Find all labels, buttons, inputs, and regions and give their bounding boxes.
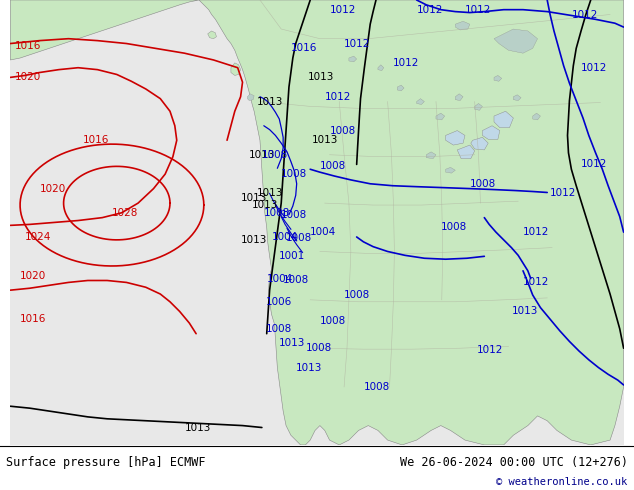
Polygon shape <box>199 0 624 445</box>
Text: 1013: 1013 <box>308 73 335 82</box>
Polygon shape <box>417 98 424 104</box>
Text: 1001: 1001 <box>280 251 306 261</box>
Text: 1008: 1008 <box>281 210 307 220</box>
Text: 1012: 1012 <box>550 189 576 198</box>
Polygon shape <box>494 29 538 53</box>
Text: Surface pressure [hPa] ECMWF: Surface pressure [hPa] ECMWF <box>6 456 206 468</box>
Text: 1012: 1012 <box>325 92 351 102</box>
Text: 1016: 1016 <box>83 135 109 145</box>
Text: 1012: 1012 <box>330 5 356 15</box>
Text: 1020: 1020 <box>39 184 66 194</box>
Text: 1012: 1012 <box>344 39 370 49</box>
Text: 1008: 1008 <box>262 150 288 160</box>
Text: 1013: 1013 <box>295 363 322 372</box>
Polygon shape <box>398 85 404 91</box>
Text: 1012: 1012 <box>571 9 598 20</box>
Text: 1013: 1013 <box>312 135 339 145</box>
Text: 1008: 1008 <box>344 290 370 300</box>
Text: 1008: 1008 <box>281 169 307 179</box>
Text: 1020: 1020 <box>20 270 46 281</box>
Polygon shape <box>378 65 384 71</box>
Text: 1008: 1008 <box>320 316 346 326</box>
Text: 1012: 1012 <box>581 63 607 73</box>
Text: 1008: 1008 <box>283 275 309 286</box>
Text: 1013: 1013 <box>249 150 276 160</box>
Polygon shape <box>494 75 501 81</box>
Polygon shape <box>475 103 482 110</box>
Text: 1028: 1028 <box>112 208 138 218</box>
Polygon shape <box>208 31 216 39</box>
Text: 1008: 1008 <box>441 222 467 232</box>
Text: 1012: 1012 <box>523 227 550 237</box>
Polygon shape <box>494 111 514 128</box>
Text: 1012: 1012 <box>477 345 503 355</box>
Polygon shape <box>514 95 521 100</box>
Text: 1024: 1024 <box>25 232 51 242</box>
Polygon shape <box>482 126 500 139</box>
Text: 1006: 1006 <box>266 297 292 307</box>
Text: 1004: 1004 <box>310 227 337 237</box>
Polygon shape <box>10 0 199 60</box>
Text: 1016: 1016 <box>20 314 46 324</box>
Polygon shape <box>471 137 488 150</box>
Text: 1012: 1012 <box>581 159 607 170</box>
Text: 1013: 1013 <box>240 235 267 245</box>
Text: 1008: 1008 <box>330 125 356 136</box>
Text: 1012: 1012 <box>523 277 550 288</box>
Text: 1016: 1016 <box>15 42 42 51</box>
Text: 1008: 1008 <box>264 208 290 218</box>
Text: 1012: 1012 <box>465 5 491 15</box>
Text: 1013: 1013 <box>240 193 267 203</box>
Text: 1012: 1012 <box>392 58 419 68</box>
Text: 1008: 1008 <box>286 233 313 243</box>
Polygon shape <box>231 63 240 75</box>
Text: 1013: 1013 <box>257 189 283 198</box>
Text: 1008: 1008 <box>470 179 496 189</box>
Text: 1008: 1008 <box>320 161 346 172</box>
Text: 1020: 1020 <box>15 73 41 82</box>
Polygon shape <box>349 56 357 62</box>
Text: 1008: 1008 <box>363 382 390 392</box>
Text: 1013: 1013 <box>257 97 283 106</box>
Polygon shape <box>426 152 436 159</box>
Text: 1013: 1013 <box>512 306 538 317</box>
Polygon shape <box>247 94 254 100</box>
Text: 1013: 1013 <box>184 422 211 433</box>
Polygon shape <box>533 113 540 120</box>
Text: 1013: 1013 <box>252 200 278 210</box>
Polygon shape <box>446 167 455 173</box>
Text: 1008: 1008 <box>306 343 332 353</box>
Polygon shape <box>457 145 475 159</box>
Text: 1008: 1008 <box>266 324 292 334</box>
Text: 1004: 1004 <box>271 232 298 242</box>
Text: 1012: 1012 <box>417 5 443 15</box>
Polygon shape <box>455 21 470 30</box>
Text: 1013: 1013 <box>280 339 306 348</box>
Text: 1016: 1016 <box>291 43 317 53</box>
Text: © weatheronline.co.uk: © weatheronline.co.uk <box>496 477 628 487</box>
Text: 1004: 1004 <box>267 273 293 284</box>
Polygon shape <box>446 130 465 145</box>
Polygon shape <box>455 94 463 100</box>
Polygon shape <box>436 113 444 120</box>
Text: We 26-06-2024 00:00 UTC (12+276): We 26-06-2024 00:00 UTC (12+276) <box>399 456 628 468</box>
